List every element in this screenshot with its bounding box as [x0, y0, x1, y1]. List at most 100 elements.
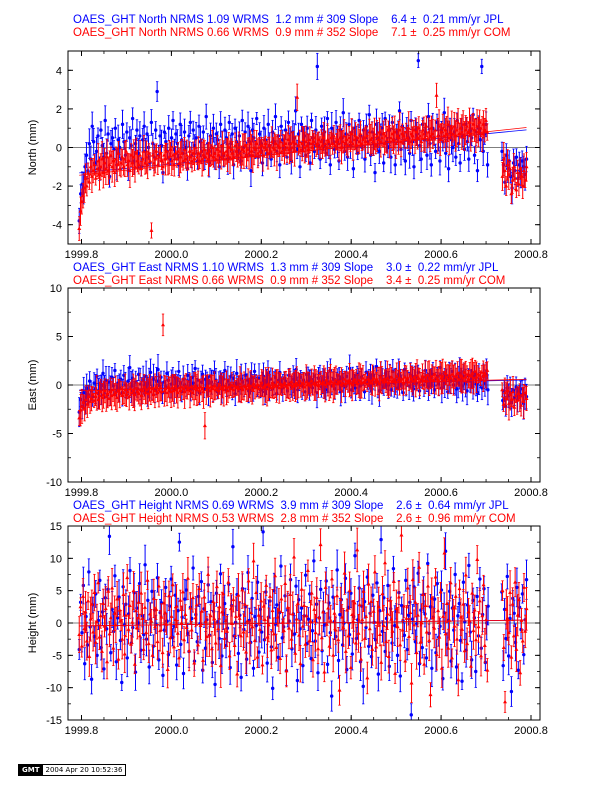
north-point	[295, 95, 300, 99]
north-point	[120, 154, 125, 159]
north-point	[315, 64, 320, 69]
north-point	[120, 122, 125, 127]
east-point	[235, 371, 239, 376]
east-point	[353, 386, 358, 390]
north-point	[243, 130, 247, 134]
east-point	[128, 365, 132, 370]
north-point	[145, 162, 150, 167]
north-xtick-label: 2000.0	[155, 249, 189, 261]
north-point	[214, 132, 219, 136]
north-point	[249, 168, 253, 173]
north-point	[458, 161, 462, 165]
north-point	[237, 134, 242, 138]
north-point	[166, 126, 171, 130]
north-point	[257, 132, 262, 136]
north-point	[91, 140, 96, 144]
north-point	[406, 126, 411, 130]
east-point	[186, 373, 190, 377]
east-point	[101, 371, 105, 376]
north-point	[193, 145, 198, 149]
north-xtick-label: 2000.8	[514, 249, 548, 261]
north-point	[520, 159, 524, 163]
north-point	[138, 134, 142, 138]
north-point	[298, 165, 302, 169]
north-point	[500, 149, 504, 154]
north-xtick-label: 2000.2	[244, 249, 278, 261]
east-point	[364, 370, 368, 375]
north-point	[514, 187, 519, 192]
north-point	[278, 163, 282, 167]
north-point	[483, 118, 488, 122]
east-point	[92, 381, 96, 385]
east-point	[81, 391, 86, 395]
east-point	[113, 368, 117, 373]
north-point	[478, 138, 483, 142]
north-point	[347, 122, 351, 127]
east-point	[159, 375, 163, 379]
east-point	[165, 371, 169, 376]
north-point	[110, 136, 115, 140]
north-point	[425, 153, 429, 157]
north-point	[433, 127, 438, 132]
north-point	[397, 109, 402, 113]
north-point	[158, 134, 162, 138]
east-point	[177, 369, 181, 374]
north-point	[444, 151, 448, 155]
north-ytick-label: -2	[52, 181, 62, 193]
east-point	[87, 379, 92, 383]
north-ytick-label: 0	[56, 143, 62, 155]
north-point	[510, 178, 515, 182]
north-point	[363, 157, 367, 161]
north-point	[377, 149, 382, 154]
north-point	[467, 157, 471, 161]
north-point	[513, 176, 518, 180]
east-point	[411, 387, 416, 391]
north-point	[514, 155, 519, 159]
north-point	[353, 133, 358, 138]
east-header-jpl: OAES_GHT East NRMS 1.10 WRMS 1.3 mm # 30…	[73, 262, 499, 274]
north-point	[434, 93, 439, 97]
north-point	[524, 164, 529, 169]
north-point	[456, 120, 461, 124]
north-point	[240, 118, 244, 123]
east-point	[193, 366, 197, 371]
north-point	[142, 124, 146, 128]
north-xtick-label: 2000.6	[424, 249, 458, 261]
north-point	[293, 109, 298, 113]
north-point	[149, 120, 154, 125]
north-point	[107, 162, 112, 167]
north-point	[309, 118, 314, 123]
north-point	[325, 116, 330, 121]
north-point	[451, 145, 455, 150]
north-point	[191, 128, 195, 132]
east-point	[465, 389, 469, 393]
north-point	[154, 149, 159, 153]
north-point	[197, 124, 201, 128]
north-point	[90, 124, 94, 128]
north-point	[116, 151, 121, 155]
east-point	[486, 388, 490, 392]
north-point	[351, 167, 356, 171]
north-point	[174, 132, 178, 136]
east-point	[127, 394, 132, 399]
east-point	[131, 376, 135, 380]
north-point	[125, 130, 129, 134]
east-series-com	[77, 313, 529, 440]
north-point	[334, 120, 338, 125]
north-point	[502, 168, 507, 173]
north-point	[381, 161, 386, 165]
north-point	[246, 124, 250, 128]
north-point	[171, 118, 175, 123]
north-point	[299, 122, 304, 127]
north-point	[211, 126, 216, 130]
north-point	[433, 149, 438, 154]
north-point	[412, 165, 416, 169]
north-point	[204, 114, 208, 119]
north-point	[154, 128, 158, 132]
north-point	[266, 122, 270, 127]
north-point	[135, 128, 139, 132]
north-point	[293, 141, 298, 146]
north-point	[148, 158, 153, 163]
east-point	[201, 389, 206, 394]
north-point	[103, 118, 107, 123]
